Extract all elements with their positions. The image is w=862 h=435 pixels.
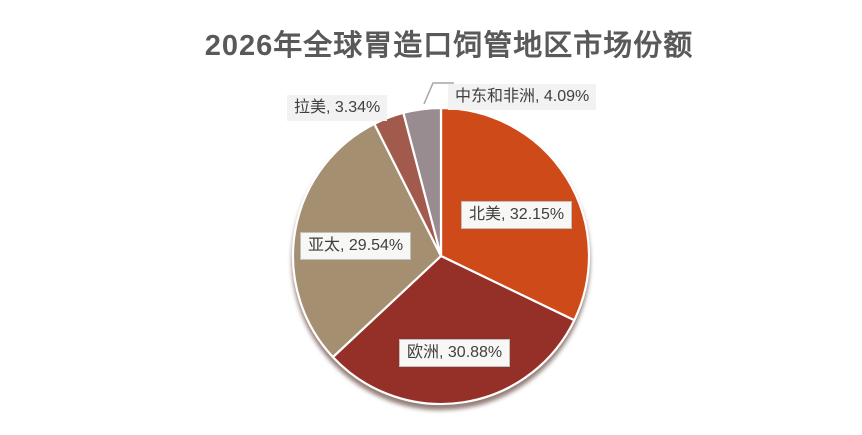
leader-line-middle-east-africa xyxy=(423,82,454,105)
slice-label-europe: 欧洲, 30.88% xyxy=(399,339,511,367)
slice-label-north-america: 北美, 32.15% xyxy=(461,201,573,229)
pie-slice-europe xyxy=(331,254,576,406)
slice-label-latin-america: 拉美, 3.34% xyxy=(287,95,388,121)
slice-label-middle-east-africa: 中东和非洲, 4.09% xyxy=(448,84,597,110)
chart-title: 2026年全球胃造口饲管地区市场份额 xyxy=(204,30,694,62)
pie-slice-middle-east-africa xyxy=(402,106,443,258)
slice-label-asia-pacific: 亚太, 29.54% xyxy=(300,232,412,260)
